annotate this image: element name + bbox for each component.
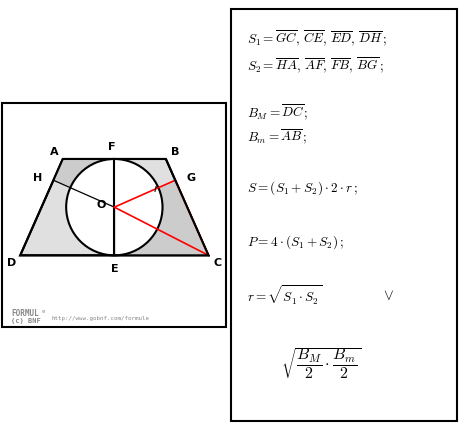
Polygon shape: [115, 180, 208, 255]
Text: $S_1=\overline{GC},\,\overline{CE},\,\overline{ED},\,\overline{DH}\,;$: $S_1=\overline{GC},\,\overline{CE},\,\ov…: [247, 28, 387, 48]
Text: $\sqrt{\dfrac{B_M}{2}\cdot\dfrac{B_m}{2}}$: $\sqrt{\dfrac{B_M}{2}\cdot\dfrac{B_m}{2}…: [281, 346, 361, 381]
Text: $\vee$: $\vee$: [383, 288, 394, 303]
Text: $r=\sqrt{S_1\cdot S_2}$: $r=\sqrt{S_1\cdot S_2}$: [247, 284, 322, 307]
Text: $S_2=\overline{HA},\,\overline{AF},\,\overline{FB},\,\overline{BG}\,;$: $S_2=\overline{HA},\,\overline{AF},\,\ov…: [247, 56, 383, 75]
Text: $P=4\cdot(S_1+S_2)\,;$: $P=4\cdot(S_1+S_2)\,;$: [247, 233, 344, 251]
Text: F: F: [109, 142, 116, 152]
Text: e: e: [42, 309, 45, 314]
Text: http://www.gobnf.com/formule: http://www.gobnf.com/formule: [52, 316, 150, 322]
Text: r: r: [154, 184, 158, 194]
Text: B: B: [170, 147, 179, 157]
Polygon shape: [54, 159, 163, 255]
Text: A: A: [49, 147, 58, 157]
Text: C: C: [213, 258, 221, 267]
Text: H: H: [33, 173, 42, 183]
Text: $B_m=\overline{AB}\,;$: $B_m=\overline{AB}\,;$: [247, 127, 307, 146]
Polygon shape: [20, 159, 208, 255]
Text: D: D: [6, 258, 16, 267]
Text: (c) BNF: (c) BNF: [11, 318, 41, 324]
Text: E: E: [110, 264, 118, 274]
Text: O: O: [96, 200, 105, 210]
Text: G: G: [187, 173, 195, 183]
Text: $S=(S_1+S_2)\cdot 2\cdot r\,;$: $S=(S_1+S_2)\cdot 2\cdot r\,;$: [247, 179, 358, 197]
Text: FORMUL: FORMUL: [11, 309, 39, 318]
Circle shape: [66, 159, 163, 255]
Text: $B_M=\overline{DC}\,;$: $B_M=\overline{DC}\,;$: [247, 102, 309, 122]
